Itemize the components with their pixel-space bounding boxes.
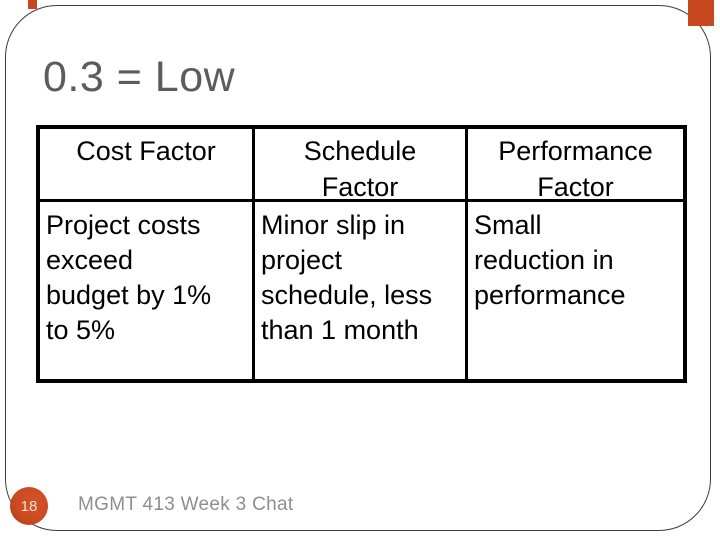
risk-factor-table: Cost Factor Schedule Factor Performance … bbox=[36, 125, 687, 383]
table-cell-performance-description: Small reduction in performance bbox=[474, 210, 626, 310]
table-header-performance-factor: Performance Factor bbox=[468, 129, 683, 202]
slide-title: 0.3 = Low bbox=[43, 53, 236, 101]
table-header-cost-factor: Cost Factor bbox=[40, 129, 255, 202]
table-cell-cost-description: Project costs exceed budget by 1% to 5% bbox=[40, 202, 255, 379]
page-number-badge: 18 bbox=[10, 487, 48, 525]
slide-rounded-border bbox=[5, 5, 711, 531]
table-header-schedule-factor: Schedule Factor bbox=[255, 129, 468, 202]
table-cell-schedule-description: Minor slip in project schedule, less tha… bbox=[255, 202, 468, 379]
footer-text: MGMT 413 Week 3 Chat bbox=[78, 494, 294, 515]
corner-accent-top-right bbox=[688, 0, 714, 26]
corner-accent-top-left bbox=[28, 0, 37, 9]
page-number: 18 bbox=[20, 497, 38, 515]
